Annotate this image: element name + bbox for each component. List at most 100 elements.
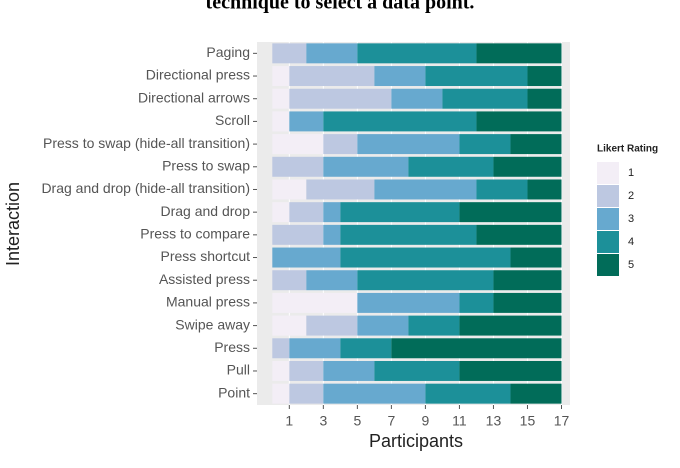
x-tick-label: 3 xyxy=(319,413,327,429)
y-tick-label: Press shortcut xyxy=(161,248,251,264)
y-tick-label: Press to swap (hide-all transition) xyxy=(43,135,250,151)
bar-segment xyxy=(272,88,290,109)
bar-segment xyxy=(272,43,307,64)
y-axis-title: Interaction xyxy=(3,182,23,266)
bar-segment xyxy=(323,134,358,155)
y-tick-label: Manual press xyxy=(166,294,250,310)
x-tick-label: 1 xyxy=(285,413,293,429)
x-tick-label: 7 xyxy=(387,413,395,429)
bar-segment xyxy=(272,247,341,268)
bar-segment xyxy=(459,202,562,223)
bar-segment xyxy=(306,315,358,336)
bar-segment xyxy=(425,383,511,404)
x-tick-label: 9 xyxy=(422,413,430,429)
bar-segment xyxy=(408,156,494,177)
x-tick-label: 5 xyxy=(353,413,361,429)
bar-segment xyxy=(272,156,324,177)
bar-segment xyxy=(408,315,460,336)
bar-segment xyxy=(476,111,562,132)
bar-segment xyxy=(306,43,358,64)
legend-title: Likert Rating xyxy=(597,144,658,155)
legend-label: 4 xyxy=(628,236,634,248)
bar-segment xyxy=(272,66,290,87)
bar-segment xyxy=(272,360,290,381)
bar-segment xyxy=(527,66,562,87)
bar-segment xyxy=(272,111,290,132)
bar-segment xyxy=(340,338,392,359)
bar-segment xyxy=(323,156,409,177)
bar-segment xyxy=(272,179,307,200)
bar-segment xyxy=(391,338,562,359)
bar-segment xyxy=(357,43,477,64)
bar-segment xyxy=(272,270,307,291)
bar-segment xyxy=(272,224,324,245)
bar-segment xyxy=(357,315,409,336)
bar-segment xyxy=(340,224,477,245)
y-tick-label: Point xyxy=(218,384,250,400)
bar-segment xyxy=(459,134,511,155)
x-tick-label: 11 xyxy=(452,413,467,429)
y-tick-label: Paging xyxy=(206,44,250,60)
bar-segment xyxy=(493,156,562,177)
bar-segment xyxy=(357,292,460,313)
bar-segment xyxy=(289,360,324,381)
bar-segment xyxy=(374,66,426,87)
bar-segment xyxy=(459,315,562,336)
y-tick-label: Swipe away xyxy=(175,316,250,332)
bar-segment xyxy=(476,43,562,64)
legend-key xyxy=(597,185,619,207)
bar-segment xyxy=(493,292,562,313)
bar-segment xyxy=(357,270,494,291)
legend-label: 3 xyxy=(628,213,634,225)
bar-segment xyxy=(510,383,562,404)
bar-segment xyxy=(306,179,375,200)
bar-segment xyxy=(272,338,290,359)
bar-segment xyxy=(323,383,426,404)
bar-segment xyxy=(527,88,562,109)
y-tick-label: Assisted press xyxy=(159,271,250,287)
bar-segment xyxy=(357,134,460,155)
x-tick-label: 17 xyxy=(554,413,570,429)
bar-segment xyxy=(272,292,358,313)
bar-segment xyxy=(289,66,375,87)
bar-segment xyxy=(374,179,477,200)
bar-segment xyxy=(425,66,528,87)
bar-segment xyxy=(323,224,341,245)
y-tick-label: Pull xyxy=(227,362,250,378)
y-tick-label: Drag and drop xyxy=(160,203,250,219)
bar-segment xyxy=(289,338,341,359)
bar-segment xyxy=(272,202,290,223)
bar-segment xyxy=(306,270,358,291)
y-tick-label: Directional arrows xyxy=(138,89,250,105)
legend-key xyxy=(597,231,619,253)
bar-segment xyxy=(289,111,324,132)
legend-key xyxy=(597,208,619,230)
bar-segment xyxy=(527,179,562,200)
bar-segment xyxy=(476,179,528,200)
y-tick-label: Press to swap xyxy=(162,157,250,173)
bar-segment xyxy=(340,202,460,223)
x-axis-title: Participants xyxy=(369,431,463,451)
chart-title: technique to select a data point. xyxy=(206,0,475,14)
bar-segment xyxy=(493,270,562,291)
bar-segment xyxy=(323,202,341,223)
y-tick-label: Press to compare xyxy=(140,226,250,242)
legend-key xyxy=(597,162,619,184)
y-tick-label: Press xyxy=(214,339,250,355)
y-tick-label: Scroll xyxy=(215,112,250,128)
bar-segment xyxy=(289,383,324,404)
bar-segment xyxy=(510,134,562,155)
bar-segment xyxy=(289,88,392,109)
legend-key xyxy=(597,254,619,276)
x-tick-label: 13 xyxy=(486,413,502,429)
bar-segment xyxy=(374,360,460,381)
bar-segment xyxy=(272,383,290,404)
legend-label: 2 xyxy=(628,190,634,202)
bar-segment xyxy=(391,88,443,109)
bar-segment xyxy=(272,315,307,336)
bar-segment xyxy=(459,360,562,381)
y-tick-label: Drag and drop (hide-all transition) xyxy=(41,180,250,196)
y-tick-label: Directional press xyxy=(146,67,250,83)
bar-segment xyxy=(323,111,477,132)
